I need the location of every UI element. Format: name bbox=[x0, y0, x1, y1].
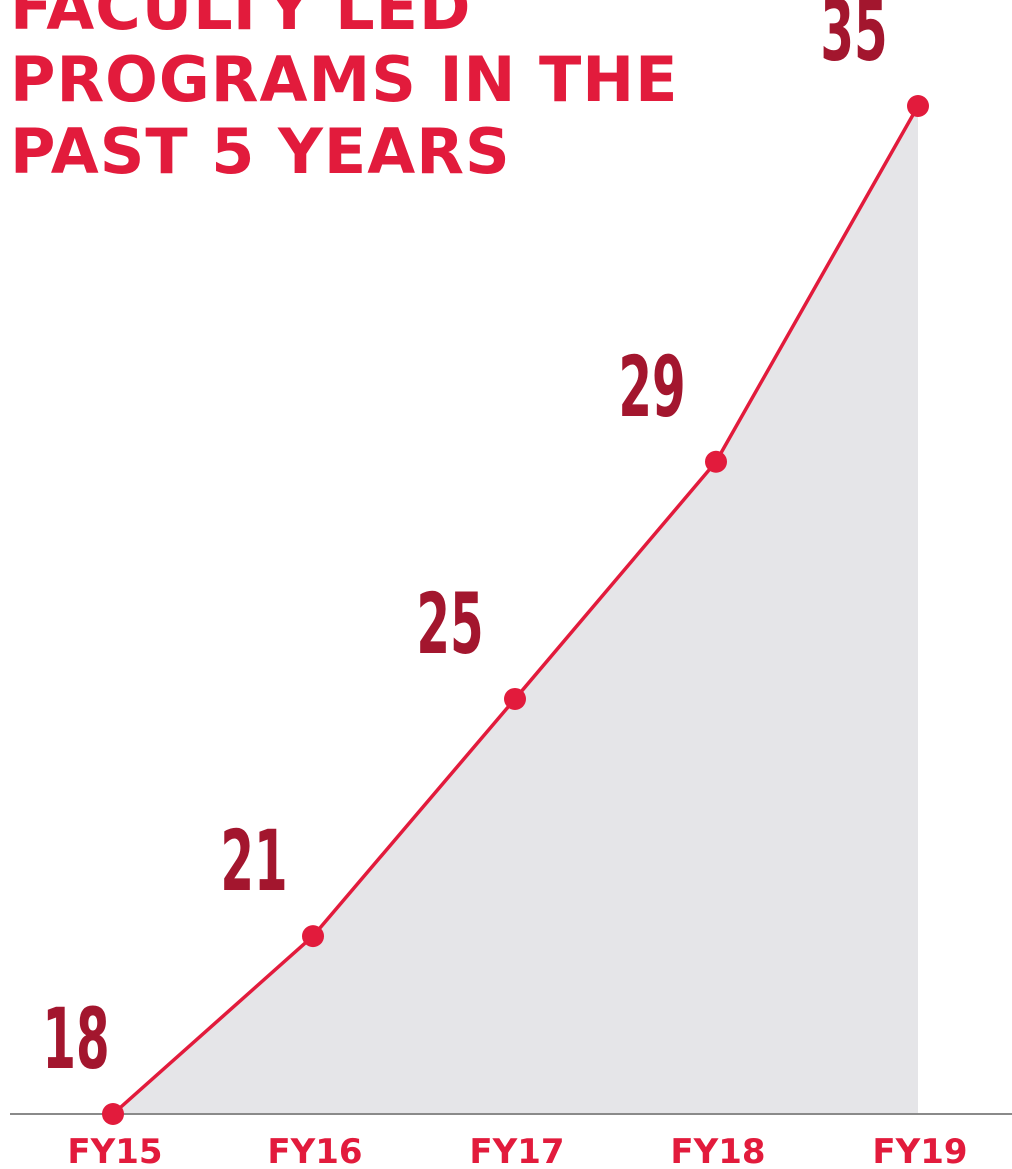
x-tick-label-fy19: FY19 bbox=[872, 1132, 967, 1169]
data-point-fy18 bbox=[705, 450, 727, 473]
data-label-fy15: 18 bbox=[42, 992, 109, 1089]
data-label-fy19: 35 bbox=[820, 0, 887, 81]
data-label-fy16: 21 bbox=[220, 814, 287, 911]
area-fill bbox=[113, 106, 918, 1114]
data-label-fy18: 29 bbox=[618, 340, 685, 437]
chart-title-line-3: PAST 5 YEARS bbox=[10, 115, 511, 188]
x-tick-label-fy15: FY15 bbox=[67, 1132, 162, 1169]
x-tick-label-fy16: FY16 bbox=[267, 1132, 362, 1169]
data-point-fy17 bbox=[504, 687, 526, 710]
x-tick-label-fy18: FY18 bbox=[670, 1132, 765, 1169]
data-point-fy15 bbox=[102, 1103, 124, 1125]
chart-title-line-1: FACULTY LED bbox=[10, 0, 472, 44]
data-point-fy19 bbox=[907, 95, 929, 117]
chart-title: FACULTY LED PROGRAMS IN THE PAST 5 YEARS bbox=[10, 0, 730, 188]
chart-title-line-2: PROGRAMS IN THE bbox=[10, 43, 679, 116]
data-point-fy16 bbox=[302, 925, 324, 948]
x-tick-label-fy17: FY17 bbox=[469, 1132, 564, 1169]
data-label-fy17: 25 bbox=[416, 577, 483, 674]
